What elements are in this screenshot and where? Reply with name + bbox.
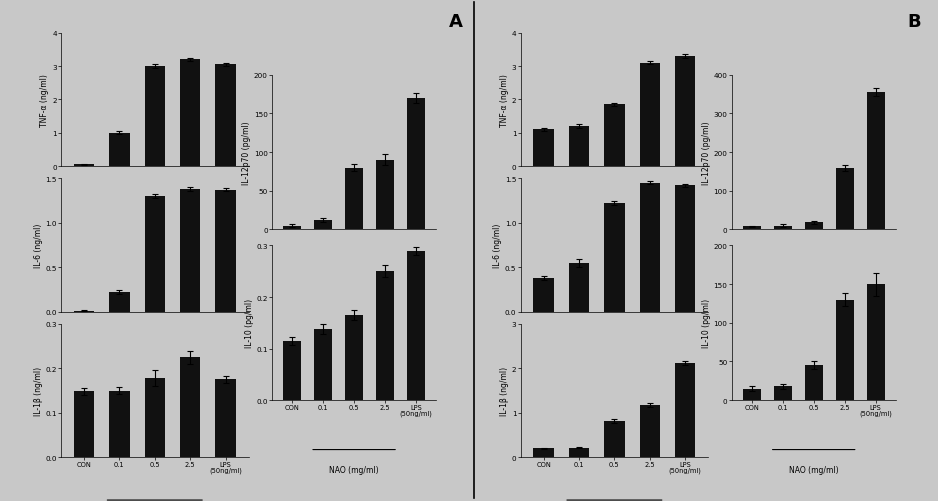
Bar — [109, 133, 129, 167]
Bar — [283, 226, 301, 230]
Y-axis label: IL-1β (ng/ml): IL-1β (ng/ml) — [34, 366, 42, 415]
Bar — [640, 405, 660, 457]
Bar — [144, 67, 165, 167]
Bar — [144, 196, 165, 312]
Bar — [640, 183, 660, 312]
Bar — [345, 316, 363, 400]
Bar — [867, 93, 885, 230]
Text: NAO (mg/ml): NAO (mg/ml) — [329, 465, 379, 474]
Bar — [568, 447, 589, 457]
Y-axis label: IL-6 (ng/ml): IL-6 (ng/ml) — [34, 223, 42, 268]
Bar — [283, 341, 301, 400]
Bar — [376, 160, 394, 230]
Bar — [345, 168, 363, 230]
Bar — [743, 389, 761, 400]
Bar — [180, 358, 201, 457]
Bar — [314, 329, 332, 400]
Bar — [675, 363, 695, 457]
Bar — [144, 378, 165, 457]
Text: B: B — [907, 13, 921, 31]
Text: A: A — [448, 13, 462, 31]
Bar — [74, 165, 94, 167]
Bar — [640, 64, 660, 167]
Y-axis label: IL-12p70 (pg/ml): IL-12p70 (pg/ml) — [242, 121, 251, 184]
Bar — [534, 448, 553, 457]
Bar — [180, 189, 201, 312]
Bar — [216, 190, 235, 312]
Bar — [568, 127, 589, 167]
Bar — [675, 57, 695, 167]
Bar — [604, 421, 625, 457]
Bar — [407, 99, 425, 230]
Y-axis label: TNF-α (ng/ml): TNF-α (ng/ml) — [500, 74, 509, 127]
Bar — [216, 65, 235, 167]
Bar — [774, 386, 792, 400]
Bar — [805, 366, 823, 400]
Bar — [867, 285, 885, 400]
Text: NAO (mg/ml): NAO (mg/ml) — [789, 465, 839, 474]
Y-axis label: IL-1β (ng/ml): IL-1β (ng/ml) — [500, 366, 509, 415]
Y-axis label: IL-10 (pg/ml): IL-10 (pg/ml) — [245, 299, 253, 348]
Bar — [74, 311, 94, 312]
Y-axis label: IL-6 (ng/ml): IL-6 (ng/ml) — [493, 223, 502, 268]
Bar — [216, 380, 235, 457]
Bar — [407, 251, 425, 400]
Y-axis label: IL-10 (pg/ml): IL-10 (pg/ml) — [702, 299, 711, 348]
Bar — [376, 272, 394, 400]
Bar — [314, 221, 332, 230]
Bar — [604, 105, 625, 167]
Bar — [534, 279, 553, 312]
Bar — [805, 223, 823, 230]
Bar — [675, 186, 695, 312]
Bar — [604, 204, 625, 312]
Bar — [109, 391, 129, 457]
Bar — [836, 300, 854, 400]
Bar — [109, 293, 129, 312]
Bar — [534, 130, 553, 167]
Bar — [180, 60, 201, 167]
Bar — [74, 392, 94, 457]
Y-axis label: TNF-α (ng/ml): TNF-α (ng/ml) — [40, 74, 50, 127]
Bar — [836, 169, 854, 230]
Y-axis label: IL-12p70 (pg/ml): IL-12p70 (pg/ml) — [702, 121, 711, 184]
Bar — [568, 263, 589, 312]
Bar — [774, 226, 792, 230]
Bar — [743, 227, 761, 230]
